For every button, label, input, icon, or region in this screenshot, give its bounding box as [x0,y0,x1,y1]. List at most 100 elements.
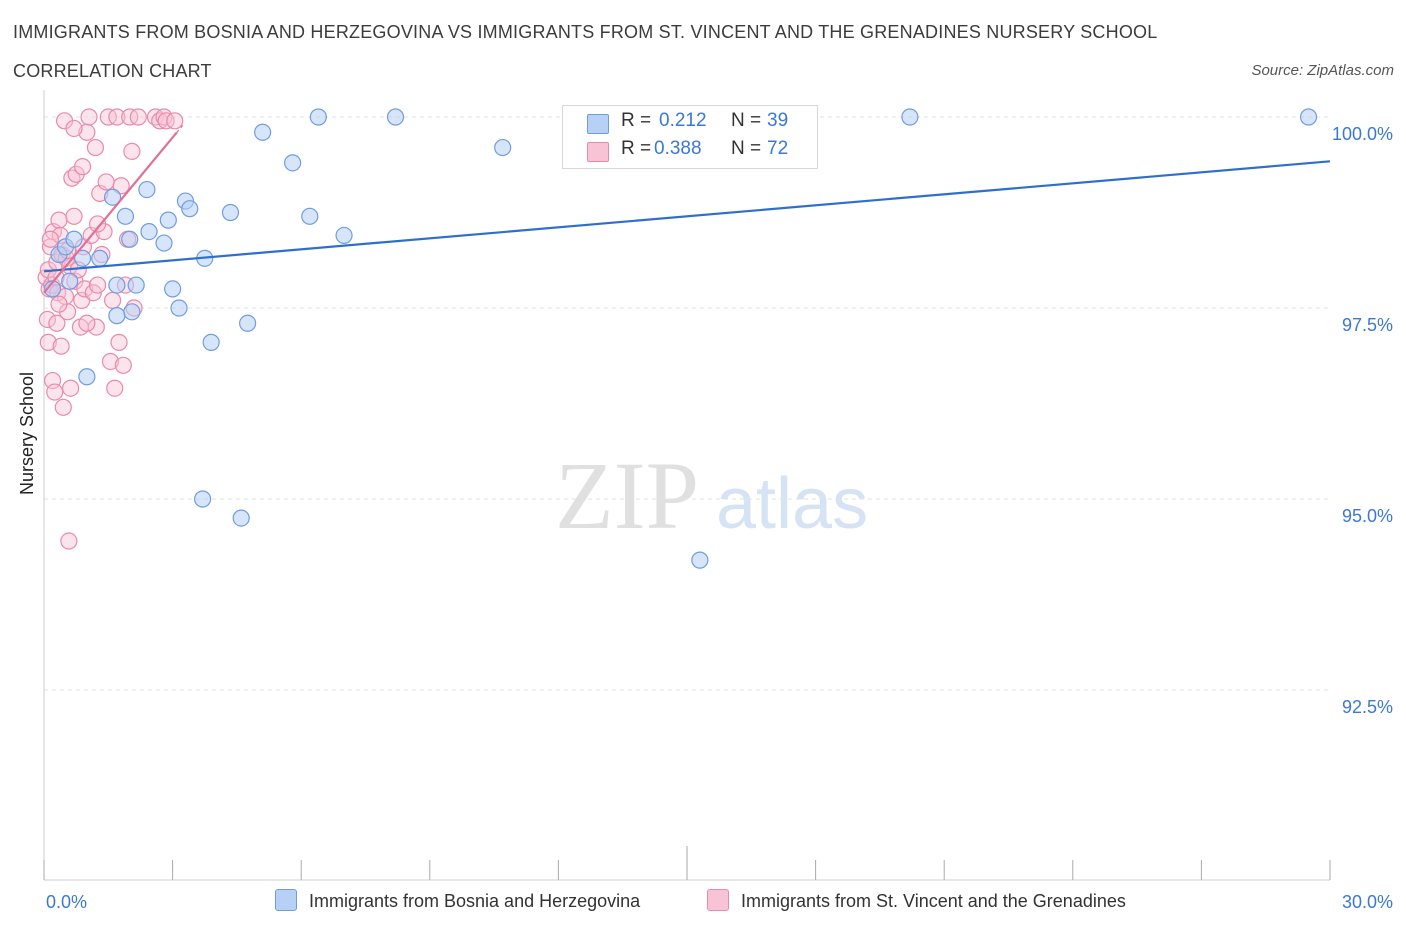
data-point-pink [48,314,66,332]
data-point-pink [101,352,120,371]
legend-n-label: N = [731,110,762,131]
bottom-legend-swatch-blue [275,889,297,911]
y-tick-label: 100.0% [1332,124,1393,144]
data-point-pink [46,383,64,401]
data-point-blue [103,188,122,206]
data-point-blue [108,276,126,294]
legend-row-pink: R = 0.388 N = 72 [563,138,817,166]
x-tick-labels: 0.0% 30.0% [46,892,1393,912]
data-point-pink [50,211,68,229]
series-blue-points [43,108,1318,569]
data-point-blue [159,211,177,229]
data-point-pink [54,398,72,416]
axes [43,90,1331,881]
watermark: ZIP atlas [555,442,868,549]
trend-line-pink-extension [176,124,184,133]
data-point-blue [164,280,182,298]
y-tick-label: 92.5% [1342,697,1393,717]
data-point-blue [91,249,109,267]
data-point-pink [110,333,128,351]
legend-r-value: 0.212 [659,110,707,131]
data-point-blue [127,276,145,294]
y-tick-label: 95.0% [1342,506,1393,526]
data-point-pink [97,173,115,191]
data-point-pink [86,138,105,157]
legend-n-label: N = [731,138,762,159]
data-point-pink [88,276,107,294]
data-point-blue [202,333,220,351]
data-point-blue [65,230,83,248]
data-point-blue [301,207,319,225]
data-point-blue [140,223,158,241]
data-point-blue [181,200,199,218]
data-point-blue [170,299,188,317]
watermark-zip: ZIP [555,442,699,549]
data-point-pink [123,142,141,160]
data-point-pink [39,333,57,351]
data-point-pink [87,318,105,336]
data-point-blue [61,272,79,290]
data-point-blue [1299,108,1318,126]
bottom-legend-label-pink: Immigrants from St. Vincent and the Gren… [741,891,1126,911]
stats-legend: R = 0.212 N = 39 R = 0.388 N = 72 [562,105,818,169]
data-point-pink [73,158,92,176]
y-tick-label: 97.5% [1342,315,1393,335]
watermark-atlas: atlas [716,464,868,544]
x-tick-label-min: 0.0% [46,892,87,912]
legend-row-blue: R = 0.212 N = 39 [563,110,817,138]
data-point-blue [73,249,92,267]
data-point-pink [106,379,124,397]
data-point-blue [691,551,709,569]
data-point-pink [38,310,57,329]
data-point-blue [494,138,512,157]
trend-line-pink [43,131,178,294]
data-point-pink [60,532,78,550]
legend-swatch-blue [587,114,609,134]
data-point-pink [50,295,68,313]
data-point-pink [52,337,70,355]
chart-title-line2: CORRELATION CHART [13,61,212,81]
data-point-pink [41,230,60,248]
data-point-blue [901,108,919,126]
data-point-pink [129,108,147,126]
legend-r-value: 0.388 [654,138,702,159]
data-point-blue [194,490,212,508]
data-point-pink [166,112,184,130]
data-point-pink [65,119,83,138]
trend-lines [43,124,1331,294]
data-point-pink [76,280,94,298]
data-point-pink [103,291,122,309]
legend-r-label: R = [621,110,652,131]
data-point-blue [239,314,257,332]
data-point-blue [155,234,173,252]
data-point-pink [80,108,98,126]
data-point-pink [112,177,130,195]
trend-line-blue [43,160,1331,273]
data-point-blue [284,154,302,172]
source-label: Source: ZipAtlas.com [1251,62,1394,79]
data-point-blue [386,108,405,126]
legend-n-value: 39 [767,110,789,131]
bottom-legend-item-blue: Immigrants from Bosnia and Herzegovina [275,889,640,912]
bottom-legend-label-blue: Immigrants from Bosnia and Herzegovina [309,891,641,911]
bottom-legend-swatch-pink [707,889,729,911]
bottom-legend-item-pink: Immigrants from St. Vincent and the Gren… [707,889,1126,912]
data-point-blue [232,509,250,527]
data-point-pink [61,379,80,397]
data-point-blue [335,226,353,245]
x-tick-label-max: 30.0% [1342,892,1393,912]
data-point-blue [78,368,96,386]
data-point-blue [309,108,327,126]
data-point-blue [108,307,126,325]
data-point-blue [138,180,156,199]
data-point-blue [116,207,135,225]
chart-title-line1: IMMIGRANTS FROM BOSNIA AND HERZEGOVINA V… [13,22,1158,42]
data-point-pink [65,207,83,225]
y-tick-labels: 100.0% 97.5% 95.0% 92.5% [1332,124,1393,717]
data-point-blue [123,303,141,321]
data-point-pink [78,314,96,332]
series-pink-points [37,108,184,550]
data-point-pink [88,215,107,233]
y-axis-label: Nursery School [17,371,37,495]
data-point-pink [114,356,132,374]
